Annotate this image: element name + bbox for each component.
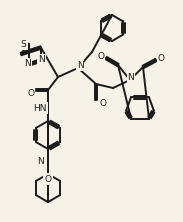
Text: N: N: [77, 61, 83, 69]
Text: O: O: [44, 174, 51, 184]
Text: N: N: [128, 73, 134, 81]
Text: N: N: [24, 59, 31, 68]
Text: S: S: [21, 40, 27, 49]
Text: HN: HN: [33, 103, 47, 113]
Text: O: O: [97, 52, 104, 61]
Text: O: O: [99, 99, 106, 107]
Text: O: O: [158, 54, 165, 63]
Text: O: O: [27, 89, 34, 97]
Text: N: N: [37, 157, 43, 166]
Text: N: N: [39, 55, 45, 64]
